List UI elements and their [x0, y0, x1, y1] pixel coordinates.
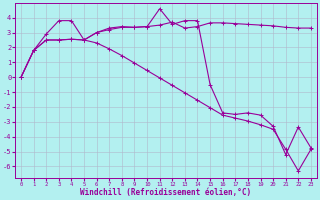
X-axis label: Windchill (Refroidissement éolien,°C): Windchill (Refroidissement éolien,°C): [80, 188, 252, 197]
